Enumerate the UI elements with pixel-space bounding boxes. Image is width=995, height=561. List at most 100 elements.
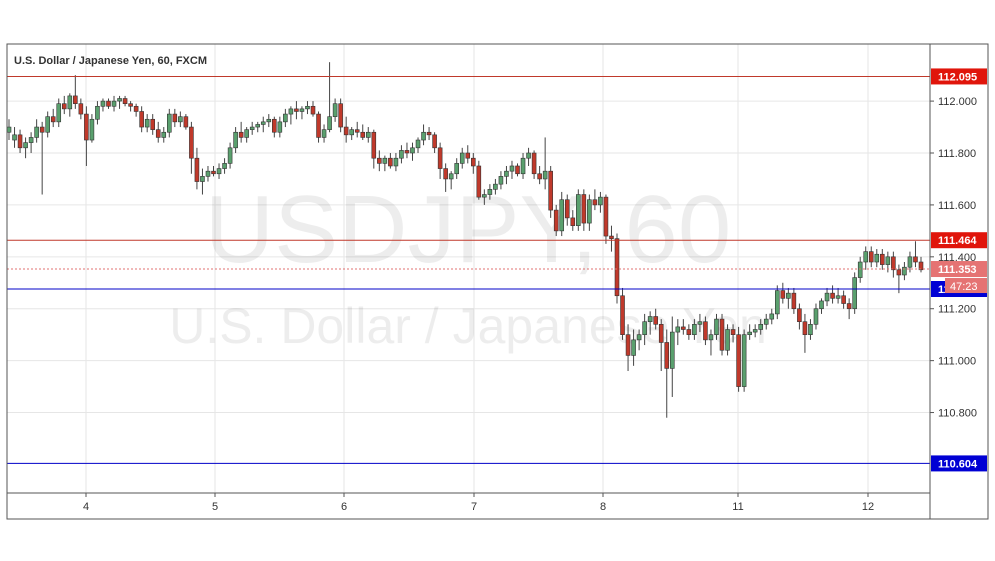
candle [61,95,67,115]
x-tick-label: 7 [471,501,477,513]
candle [12,127,17,148]
chart-title: U.S. Dollar / Japanese Yen, 60, FXCM [14,55,207,67]
candle-body [393,157,399,167]
candle-body [880,253,885,265]
candle [365,127,371,143]
candle-body [681,326,686,330]
candle [443,163,448,192]
candle [537,165,542,185]
candle-body [56,103,62,123]
candle-body [719,318,725,351]
watermark-symbol: USDJPY, 60 [205,176,732,283]
candle-body [183,116,189,128]
candle [111,95,117,112]
candle-body [50,116,56,123]
candle-body [388,157,393,167]
candle [741,329,747,392]
candle [841,290,846,309]
x-tick-label: 5 [212,501,218,513]
candle-body [708,334,714,341]
candle-body [277,121,283,133]
candle [874,249,880,268]
candle [106,98,111,109]
candle-body [918,261,924,271]
candle [891,251,896,278]
candle-body [45,116,50,133]
candle-body [913,256,918,263]
candle [493,178,498,195]
candle [272,116,277,138]
candle [553,204,559,237]
candle-body [272,118,277,133]
candle-body [23,142,28,149]
candle [763,313,769,330]
candle-body [78,103,84,115]
candle-body [421,131,426,141]
x-tick-label: 6 [341,501,347,513]
candle [520,153,526,179]
candle [603,194,609,244]
candle-body [34,126,39,138]
candle-body [520,157,526,175]
y-axis-ticks: 112.000 111.800 111.600 111.400 111.200 111.0… [930,96,977,420]
candle [321,124,327,143]
candle [150,114,155,135]
candle [426,127,432,141]
level-badge-label: 110.604 [938,458,978,470]
candle-body [84,113,89,141]
candle [614,233,620,304]
candle [647,311,653,335]
candle-body [28,137,34,143]
candle-body [846,303,852,310]
candle [172,108,178,128]
candle-body [222,163,227,169]
candle-body [896,269,902,276]
candle-body [697,321,703,325]
candle-body [614,238,620,297]
level-badge-label: 111.464 [938,235,977,247]
candle [343,116,349,143]
candle [780,282,786,304]
candle-body [741,334,747,387]
candle-body [763,318,769,325]
candle [824,287,830,307]
candle-body [321,129,327,138]
candle [918,256,924,273]
price-levels [7,75,930,464]
candles [6,62,924,418]
candle [178,111,183,128]
candle-body [587,199,592,224]
candle-body [161,131,167,138]
candle [6,119,12,141]
candle [531,150,537,179]
candle [692,319,697,340]
candle [880,249,885,270]
candle [78,98,84,120]
candle [305,101,310,115]
candle [592,189,598,211]
candle [316,111,321,143]
candle-body [327,116,332,130]
candle [437,142,443,179]
candle [34,119,39,143]
candle-body [139,111,144,128]
candle [797,303,802,330]
candle [227,142,233,169]
candle [548,165,553,218]
candle [653,308,658,330]
candle [697,313,703,333]
candle [139,106,144,133]
candle [913,241,918,268]
candle-body [609,235,614,239]
candle-body [133,105,139,112]
candle [542,137,548,190]
candle-body [675,326,681,333]
candle [758,319,763,335]
candle [725,324,730,356]
candle [128,101,133,112]
candle [835,287,841,304]
candle [813,303,819,330]
candle [244,127,249,143]
candle [819,298,824,314]
